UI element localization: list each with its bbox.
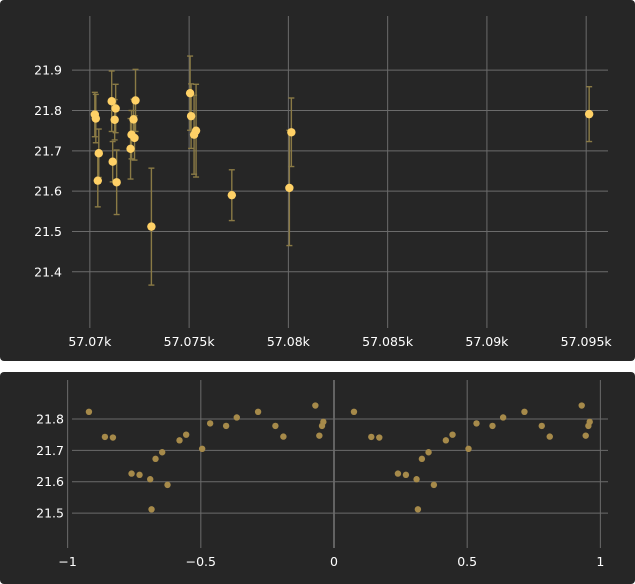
phase-folded-chart: −1 −0.5 0 0.5 1 21.5 21.6 21.7 21.8 [36,380,608,569]
x-tick-label: 0.5 [457,554,477,569]
data-point [206,420,214,427]
data-point [93,176,102,185]
x-tick-label: 57.085k [362,334,414,349]
x-tick-label: 57.07k [68,334,112,349]
y-tick-label: 21.7 [34,143,62,158]
data-point [425,449,432,456]
data-point [449,431,456,438]
y-tick-label: 21.5 [36,506,64,521]
data-point [126,144,135,154]
data-point [489,422,496,430]
phase-folded-panel: −1 −0.5 0 0.5 1 21.5 21.6 21.7 21.8 [0,372,635,584]
data-point [186,111,196,121]
x-tick-label: 57.095k [561,334,613,349]
data-point [176,437,183,444]
x-tick-label: 57.08k [267,334,311,349]
data-point [473,420,480,427]
data-point [129,115,138,124]
data-point [287,128,296,137]
data-point [227,190,237,200]
data-point [109,434,117,441]
data-point [430,481,438,489]
data-point [376,434,383,441]
y-tick-label: 21.5 [34,224,62,239]
data-point [584,109,594,119]
data-point [222,422,230,430]
data-point [254,408,262,416]
data-point [185,88,195,98]
data-point [131,96,140,105]
data-point [130,133,139,143]
y-tick-label: 21.7 [36,443,64,458]
data-point [112,178,121,187]
data-point [164,481,171,489]
data-point [272,422,279,430]
data-point [158,449,166,456]
y-tick-label: 21.8 [36,412,64,427]
data-point [110,115,119,124]
y-tick-label: 21.6 [34,184,62,199]
data-point [101,433,109,441]
y-tick-label: 21.4 [34,264,62,279]
data-point [94,149,103,158]
data-point [546,433,553,440]
data-point [148,506,155,513]
data-point [182,431,190,438]
data-point [136,471,143,479]
data-point [191,126,201,135]
data-point [128,470,135,477]
data-point [91,114,101,123]
x-tick-label: −1 [58,554,76,569]
data-point [108,157,117,166]
y-tick-label: 21.9 [34,63,62,78]
data-point [280,433,287,440]
data-point [320,418,327,426]
data-point [152,455,159,463]
data-point [538,422,545,430]
data-point [578,402,585,409]
light-curve-panel: 57.07k 57.075k 57.08k 57.085k 57.09k 57.095k 2… [0,0,635,361]
x-tick-label: 57.075k [164,334,216,349]
x-tick-label: 1 [596,554,604,569]
data-point [198,445,206,453]
x-tick-label: 0 [330,554,338,569]
data-point [442,437,450,444]
y-tick-label: 21.6 [36,474,64,489]
data-point [312,402,319,409]
data-point [85,408,93,416]
data-point [285,183,294,193]
x-tick-label: 57.09k [465,334,509,349]
data-point [316,432,323,439]
data-point [402,471,410,479]
x-tick-label: −0.5 [186,554,216,569]
data-point [147,476,154,483]
data-point [233,414,240,421]
data-point [418,455,426,463]
data-point [107,97,116,106]
data-point [414,506,422,513]
data-point [499,414,507,421]
data-point [582,432,589,439]
data-point [111,104,120,113]
data-point [413,476,420,483]
data-point [465,445,472,453]
data-point [521,408,528,416]
data-point [586,418,593,426]
data-point [394,470,402,477]
y-tick-label: 21.8 [34,103,62,118]
data-point [147,222,156,231]
light-curve-chart: 57.07k 57.075k 57.08k 57.085k 57.09k 57.095k 2… [34,16,613,349]
data-point [368,433,375,441]
data-point [350,408,358,416]
